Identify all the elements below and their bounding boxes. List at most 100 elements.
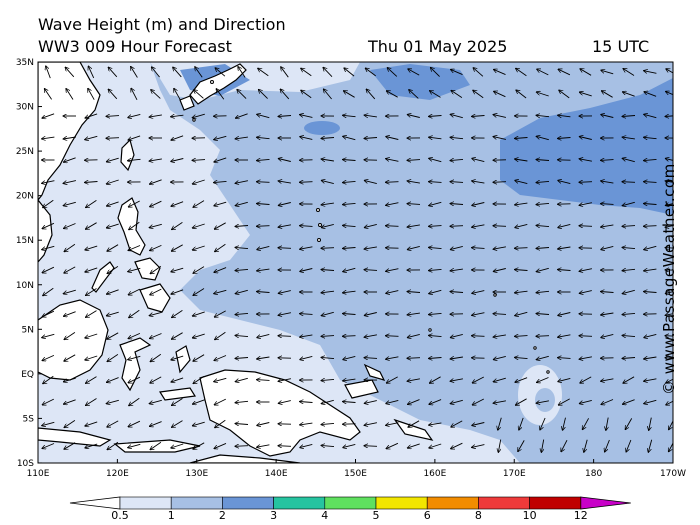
- direction-arrow: [343, 314, 356, 315]
- direction-arrow: [559, 90, 570, 99]
- lon-label: 160E: [423, 469, 446, 479]
- direction-arrow: [321, 138, 335, 139]
- halmahera: [175, 345, 191, 374]
- direction-arrow: [192, 333, 205, 338]
- direction-arrow: [622, 335, 636, 336]
- direction-arrow: [85, 135, 98, 139]
- direction-arrow: [364, 335, 377, 337]
- direction-arrow: [515, 357, 528, 358]
- direction-arrow: [536, 203, 550, 204]
- direction-arrow: [644, 182, 657, 183]
- direction-arrow: [472, 248, 485, 249]
- direction-arrow: [364, 400, 377, 404]
- direction-arrow: [42, 398, 55, 405]
- philippines-visayas: [134, 257, 161, 281]
- direction-arrow: [579, 268, 592, 272]
- direction-arrow: [42, 222, 55, 228]
- direction-arrow: [321, 291, 335, 293]
- direction-arrow: [515, 223, 528, 227]
- direction-arrow: [493, 182, 507, 183]
- direction-arrow: [537, 377, 549, 383]
- direction-arrow: [622, 399, 635, 405]
- direction-arrow: [257, 292, 270, 293]
- direction-arrow: [407, 443, 420, 448]
- direction-arrow: [46, 66, 51, 79]
- direction-arrow: [235, 269, 249, 270]
- legend-arrow-high: [580, 496, 631, 510]
- direction-arrow: [386, 290, 399, 294]
- direction-arrow: [64, 243, 76, 251]
- direction-arrow: [64, 442, 76, 450]
- direction-arrow: [516, 90, 527, 99]
- direction-arrow: [644, 114, 657, 119]
- direction-arrow: [214, 310, 226, 317]
- direction-arrow: [257, 445, 270, 447]
- direction-arrow: [536, 225, 550, 226]
- direction-arrow: [540, 417, 546, 430]
- direction-arrow: [451, 420, 463, 427]
- forecast-model-label: WW3 009 Hour Forecast: [38, 37, 232, 56]
- direction-arrow: [625, 418, 633, 429]
- legend-swatch: [273, 496, 326, 510]
- direction-arrow: [171, 267, 184, 272]
- direction-arrow: [150, 333, 162, 339]
- direction-arrow: [193, 266, 205, 274]
- direction-arrow: [300, 335, 313, 337]
- direction-arrow: [151, 67, 160, 78]
- direction-arrow: [408, 399, 420, 405]
- direction-arrow: [579, 290, 592, 294]
- seram: [158, 387, 197, 401]
- direction-arrow: [644, 399, 657, 403]
- direction-arrow: [601, 313, 614, 315]
- direction-arrow: [192, 399, 205, 404]
- direction-arrow: [536, 267, 549, 271]
- direction-arrow: [515, 248, 528, 249]
- direction-arrow: [215, 68, 226, 77]
- legend-tick: 12: [574, 509, 588, 522]
- direction-arrow: [257, 380, 270, 381]
- direction-arrow: [128, 420, 141, 427]
- lat-label: 10S: [17, 459, 34, 469]
- legend-tick: 6: [424, 509, 431, 522]
- direction-arrow: [493, 226, 507, 227]
- direction-arrow: [171, 289, 184, 294]
- direction-arrow: [364, 247, 377, 249]
- direction-arrow: [515, 291, 528, 293]
- direction-arrow: [321, 203, 334, 205]
- direction-arrow: [149, 179, 162, 184]
- direction-arrow: [644, 269, 657, 271]
- direction-arrow: [172, 398, 183, 406]
- direction-arrow: [278, 181, 291, 183]
- lat-label: 5N: [22, 325, 34, 335]
- direction-arrow: [63, 201, 76, 205]
- direction-arrow: [601, 91, 613, 98]
- direction-arrow: [536, 336, 550, 337]
- direction-arrow: [601, 399, 614, 405]
- direction-arrow: [536, 115, 550, 116]
- direction-arrow: [235, 113, 248, 118]
- direction-arrow: [235, 289, 248, 293]
- direction-arrow: [85, 182, 98, 183]
- direction-arrow: [106, 157, 119, 162]
- lon-label: 130E: [185, 469, 208, 479]
- legend-swatch: [222, 496, 274, 510]
- direction-arrow: [107, 354, 119, 361]
- direction-arrow: [257, 245, 270, 249]
- direction-arrow: [429, 182, 442, 183]
- direction-arrow: [450, 137, 464, 138]
- direction-arrow: [106, 138, 120, 139]
- direction-arrow: [407, 292, 421, 293]
- lat-label: 35N: [16, 58, 34, 68]
- lat-label: 15N: [16, 236, 34, 246]
- direction-arrow: [665, 336, 673, 337]
- direction-arrow: [150, 265, 162, 273]
- direction-arrow: [106, 223, 119, 228]
- lon-label: 180: [585, 469, 602, 479]
- direction-arrow: [407, 160, 421, 161]
- direction-arrow: [579, 159, 592, 161]
- direction-arrow: [235, 424, 249, 425]
- direction-arrow: [665, 181, 673, 183]
- direction-arrow: [580, 69, 592, 76]
- direction-arrow: [278, 225, 291, 227]
- direction-arrow: [429, 289, 442, 293]
